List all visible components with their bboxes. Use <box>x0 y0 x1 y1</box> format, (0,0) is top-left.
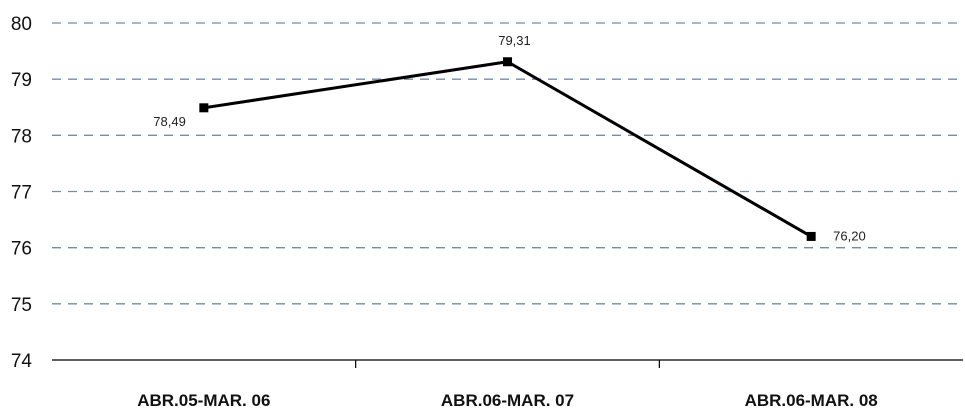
x-tick-label: ABR.05-MAR. 06 <box>137 391 270 408</box>
data-label: 78,49 <box>153 114 186 129</box>
y-axis-tick-labels: 74 75 76 77 78 79 80 <box>11 14 33 372</box>
data-labels: 78,49 79,31 76,20 <box>153 33 865 244</box>
y-tick-label: 76 <box>11 239 32 260</box>
y-tick-label: 78 <box>11 126 32 147</box>
data-label: 76,20 <box>833 228 866 243</box>
data-point-marker <box>199 103 209 113</box>
y-tick-label: 80 <box>11 14 32 35</box>
y-tick-label: 74 <box>11 351 33 372</box>
series-line <box>203 60 812 238</box>
x-axis-tick-labels: ABR.05-MAR. 06 ABR.06-MAR. 07 ABR.06-MAR. … <box>137 391 878 408</box>
y-tick-label: 79 <box>11 70 32 91</box>
x-tick-label: ABR.06-MAR. 08 <box>745 391 878 408</box>
x-axis <box>52 359 963 368</box>
data-label: 79,31 <box>498 33 531 48</box>
y-tick-label: 75 <box>11 295 32 316</box>
x-tick-label: ABR.06-MAR. 07 <box>441 391 574 408</box>
data-point-marker <box>806 231 816 241</box>
series-layer <box>199 57 816 241</box>
data-point-marker <box>503 57 512 67</box>
y-tick-label: 77 <box>11 183 32 204</box>
gridlines <box>52 22 963 305</box>
